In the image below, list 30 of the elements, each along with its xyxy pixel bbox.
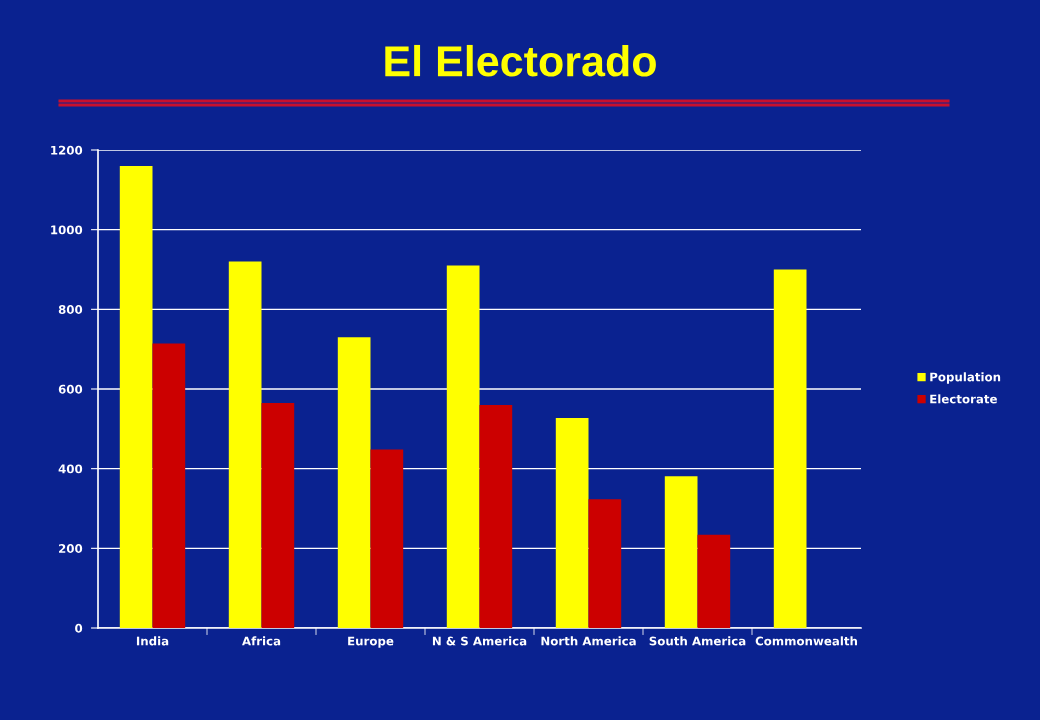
bar: [228, 261, 262, 628]
chart-title: El Electorado: [385, 44, 656, 77]
x-tick-label: Europe: [348, 636, 394, 648]
bar: [152, 343, 186, 628]
legend-label: Population: [930, 372, 1001, 384]
y-tick-label: 600: [58, 384, 83, 394]
bar: [697, 534, 731, 628]
y-tick-label: 0: [75, 623, 83, 633]
x-tick-label: India: [136, 636, 169, 646]
y-tick-label: 200: [59, 544, 83, 553]
x-tick-label: North America: [541, 636, 636, 646]
x-tick-label: N & S America: [432, 636, 527, 646]
y-tick-label: 1200: [51, 145, 83, 155]
x-tick-label: Commonwealth: [755, 636, 858, 646]
bar: [119, 165, 153, 628]
bar: [773, 269, 807, 628]
bar: [479, 404, 513, 628]
bar: [337, 337, 371, 628]
legend-label: Electorate: [930, 394, 997, 404]
bar: [664, 476, 698, 628]
y-tick-label: 400: [58, 464, 83, 474]
bar: [588, 499, 622, 628]
y-tick-label: 1000: [51, 225, 83, 235]
bar: [370, 449, 404, 628]
bar: [261, 402, 295, 628]
x-tick-label: South America: [649, 636, 746, 646]
bar: [446, 265, 480, 628]
bar: [555, 418, 589, 628]
y-tick-label: 800: [58, 305, 83, 314]
x-tick-label: Africa: [242, 636, 281, 646]
